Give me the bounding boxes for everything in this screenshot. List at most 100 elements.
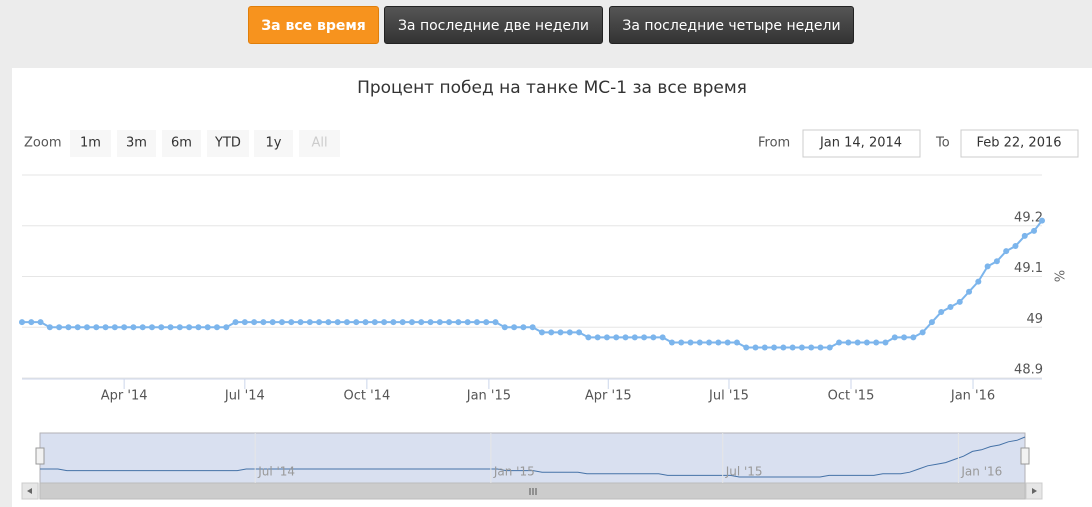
point	[167, 324, 174, 331]
point	[585, 334, 592, 341]
point	[761, 344, 768, 351]
zoom-button[interactable]	[162, 130, 201, 157]
tab[interactable]: За последние две недели	[384, 6, 603, 44]
point	[241, 319, 248, 326]
point	[148, 324, 155, 331]
point	[325, 319, 332, 326]
point	[83, 324, 90, 331]
arrow	[1032, 488, 1037, 494]
point	[334, 319, 341, 326]
point	[139, 324, 146, 331]
point	[891, 334, 898, 341]
point	[984, 263, 991, 270]
tab[interactable]: За последние четыре недели	[609, 6, 854, 44]
from-value[interactable]: Jan 14, 2014	[819, 136, 902, 151]
point	[121, 324, 128, 331]
grip	[529, 488, 537, 495]
point	[362, 319, 369, 326]
x-tick-label: Apr '15	[585, 389, 632, 404]
point	[343, 319, 350, 326]
point	[947, 303, 954, 310]
point	[548, 329, 555, 336]
point	[780, 344, 787, 351]
point	[956, 298, 963, 305]
point	[538, 329, 545, 336]
point	[966, 288, 973, 295]
point	[687, 339, 694, 346]
zoom-button-label[interactable]: 3m	[126, 136, 147, 151]
point	[928, 319, 935, 326]
x-tick-label: Jan '15	[466, 389, 511, 404]
zoom-button-label[interactable]: 1y	[266, 136, 282, 151]
point	[111, 324, 118, 331]
chart: Процент побед на танке МС-1 за все время…	[12, 68, 1092, 507]
point	[529, 324, 536, 331]
zoom-button[interactable]	[70, 130, 111, 157]
point	[566, 329, 573, 336]
nav-handle[interactable]	[35, 447, 45, 465]
to-value[interactable]: Feb 22, 2016	[976, 136, 1061, 151]
zoom-button-label[interactable]: 6m	[171, 136, 192, 151]
point	[436, 319, 443, 326]
zoom-button-label[interactable]: YTD	[214, 136, 241, 151]
point	[204, 324, 211, 331]
point	[418, 319, 425, 326]
point	[158, 324, 165, 331]
to-label: To	[935, 136, 950, 151]
point	[446, 319, 453, 326]
point	[65, 324, 72, 331]
point	[706, 339, 713, 346]
point	[752, 344, 759, 351]
point	[743, 344, 750, 351]
zoom-button-label[interactable]: 1m	[80, 136, 101, 151]
point	[492, 319, 499, 326]
point	[836, 339, 843, 346]
point	[613, 334, 620, 341]
point	[1039, 217, 1045, 224]
to-input[interactable]	[960, 129, 1079, 158]
point	[176, 324, 183, 331]
x-tick-label: Oct '14	[343, 389, 390, 404]
point	[483, 319, 490, 326]
point	[223, 324, 230, 331]
point	[668, 339, 675, 346]
point	[278, 319, 285, 326]
tab[interactable]: За все время	[248, 6, 379, 44]
point	[659, 334, 666, 341]
point	[353, 319, 360, 326]
zoom-button[interactable]	[117, 130, 156, 157]
point	[919, 329, 926, 336]
zoom-label: Zoom	[24, 136, 61, 151]
point	[622, 334, 629, 341]
point	[631, 334, 638, 341]
point	[408, 319, 415, 326]
point	[1031, 227, 1038, 234]
zoom-button-label[interactable]: All	[311, 136, 327, 151]
point	[381, 319, 388, 326]
x-tick-label: Oct '15	[828, 389, 875, 404]
point	[260, 319, 267, 326]
chart-title: Процент побед на танке МС-1 за все время	[357, 78, 747, 98]
point	[37, 319, 44, 326]
zoom-button[interactable]	[254, 130, 293, 157]
point	[845, 339, 852, 346]
point	[371, 319, 378, 326]
navigator-tick-label: Jan '15	[493, 465, 535, 479]
point	[195, 324, 202, 331]
from-input[interactable]	[802, 129, 921, 158]
nav-handle[interactable]	[1020, 447, 1030, 465]
zoom-button[interactable]	[207, 130, 249, 157]
point	[557, 329, 564, 336]
point	[213, 324, 220, 331]
point	[427, 319, 434, 326]
x-tick-label: Jan '16	[950, 389, 995, 404]
point	[641, 334, 648, 341]
zoom-button[interactable]	[299, 130, 340, 157]
point	[993, 258, 1000, 265]
point	[696, 339, 703, 346]
point	[28, 319, 35, 326]
point	[678, 339, 685, 346]
navigator-tick-label: Jan '16	[960, 465, 1002, 479]
point	[511, 324, 518, 331]
point	[873, 339, 880, 346]
